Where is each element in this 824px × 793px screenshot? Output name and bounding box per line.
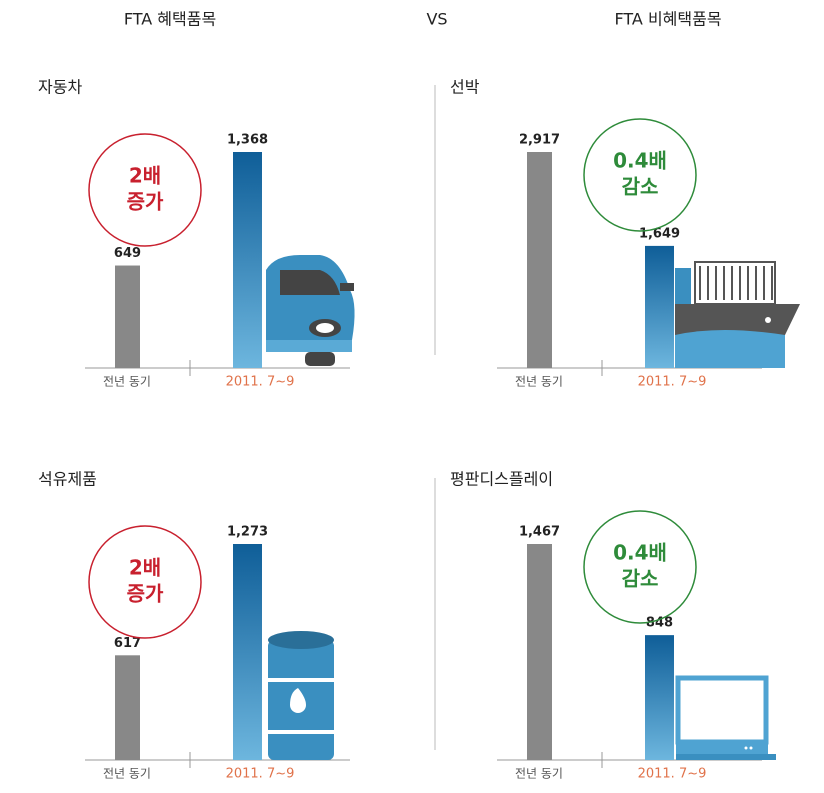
annotation: 증가 [127,190,164,214]
bar [115,655,140,760]
car-icon [266,255,355,368]
value-label: 2,917 [519,133,560,148]
bar [233,152,262,368]
header-left: FTA 혜택품목 [124,10,216,29]
category-label: 2011. 7~9 [226,767,295,782]
bar [527,152,552,368]
category-label: 전년 동기 [515,375,563,389]
bar [645,635,674,760]
ship-icon [675,261,800,368]
monitor-icon [675,675,776,760]
value-label: 617 [114,636,141,651]
chart-title: 자동차 [38,78,82,97]
value-label: 1,649 [639,226,680,241]
value-label: 848 [646,616,673,631]
chart-title: 석유제품 [38,470,97,489]
annotation: 0.4배 [613,149,667,173]
annotation-circle [88,525,202,639]
value-label: 1,273 [227,525,268,540]
annotation: 감소 [622,567,659,591]
category-label: 2011. 7~9 [638,375,707,390]
header-right: FTA 비혜택품목 [614,10,721,29]
annotation-circle [88,133,202,247]
annotation-circle [583,510,697,624]
category-label: 전년 동기 [515,767,563,781]
chart-title: 평판디스플레이 [450,470,553,489]
category-label: 2011. 7~9 [226,375,295,390]
value-label: 1,368 [227,133,268,148]
value-label: 649 [114,246,141,261]
annotation: 0.4배 [613,541,667,565]
annotation: 감소 [622,175,659,199]
bar [645,245,674,368]
category-label: 2011. 7~9 [638,767,707,782]
annotation: 2배 [129,164,161,188]
annotation-circle [583,118,697,232]
annotation: 증가 [127,582,164,606]
chart-title: 선박 [450,78,480,97]
bar [527,544,552,760]
annotation: 2배 [129,556,161,580]
category-label: 전년 동기 [103,375,151,389]
bar [233,544,262,760]
value-label: 1,467 [519,525,560,540]
drum-icon [268,631,334,760]
bar [115,265,140,368]
header-middle: VS [426,10,447,29]
category-label: 전년 동기 [103,767,151,781]
